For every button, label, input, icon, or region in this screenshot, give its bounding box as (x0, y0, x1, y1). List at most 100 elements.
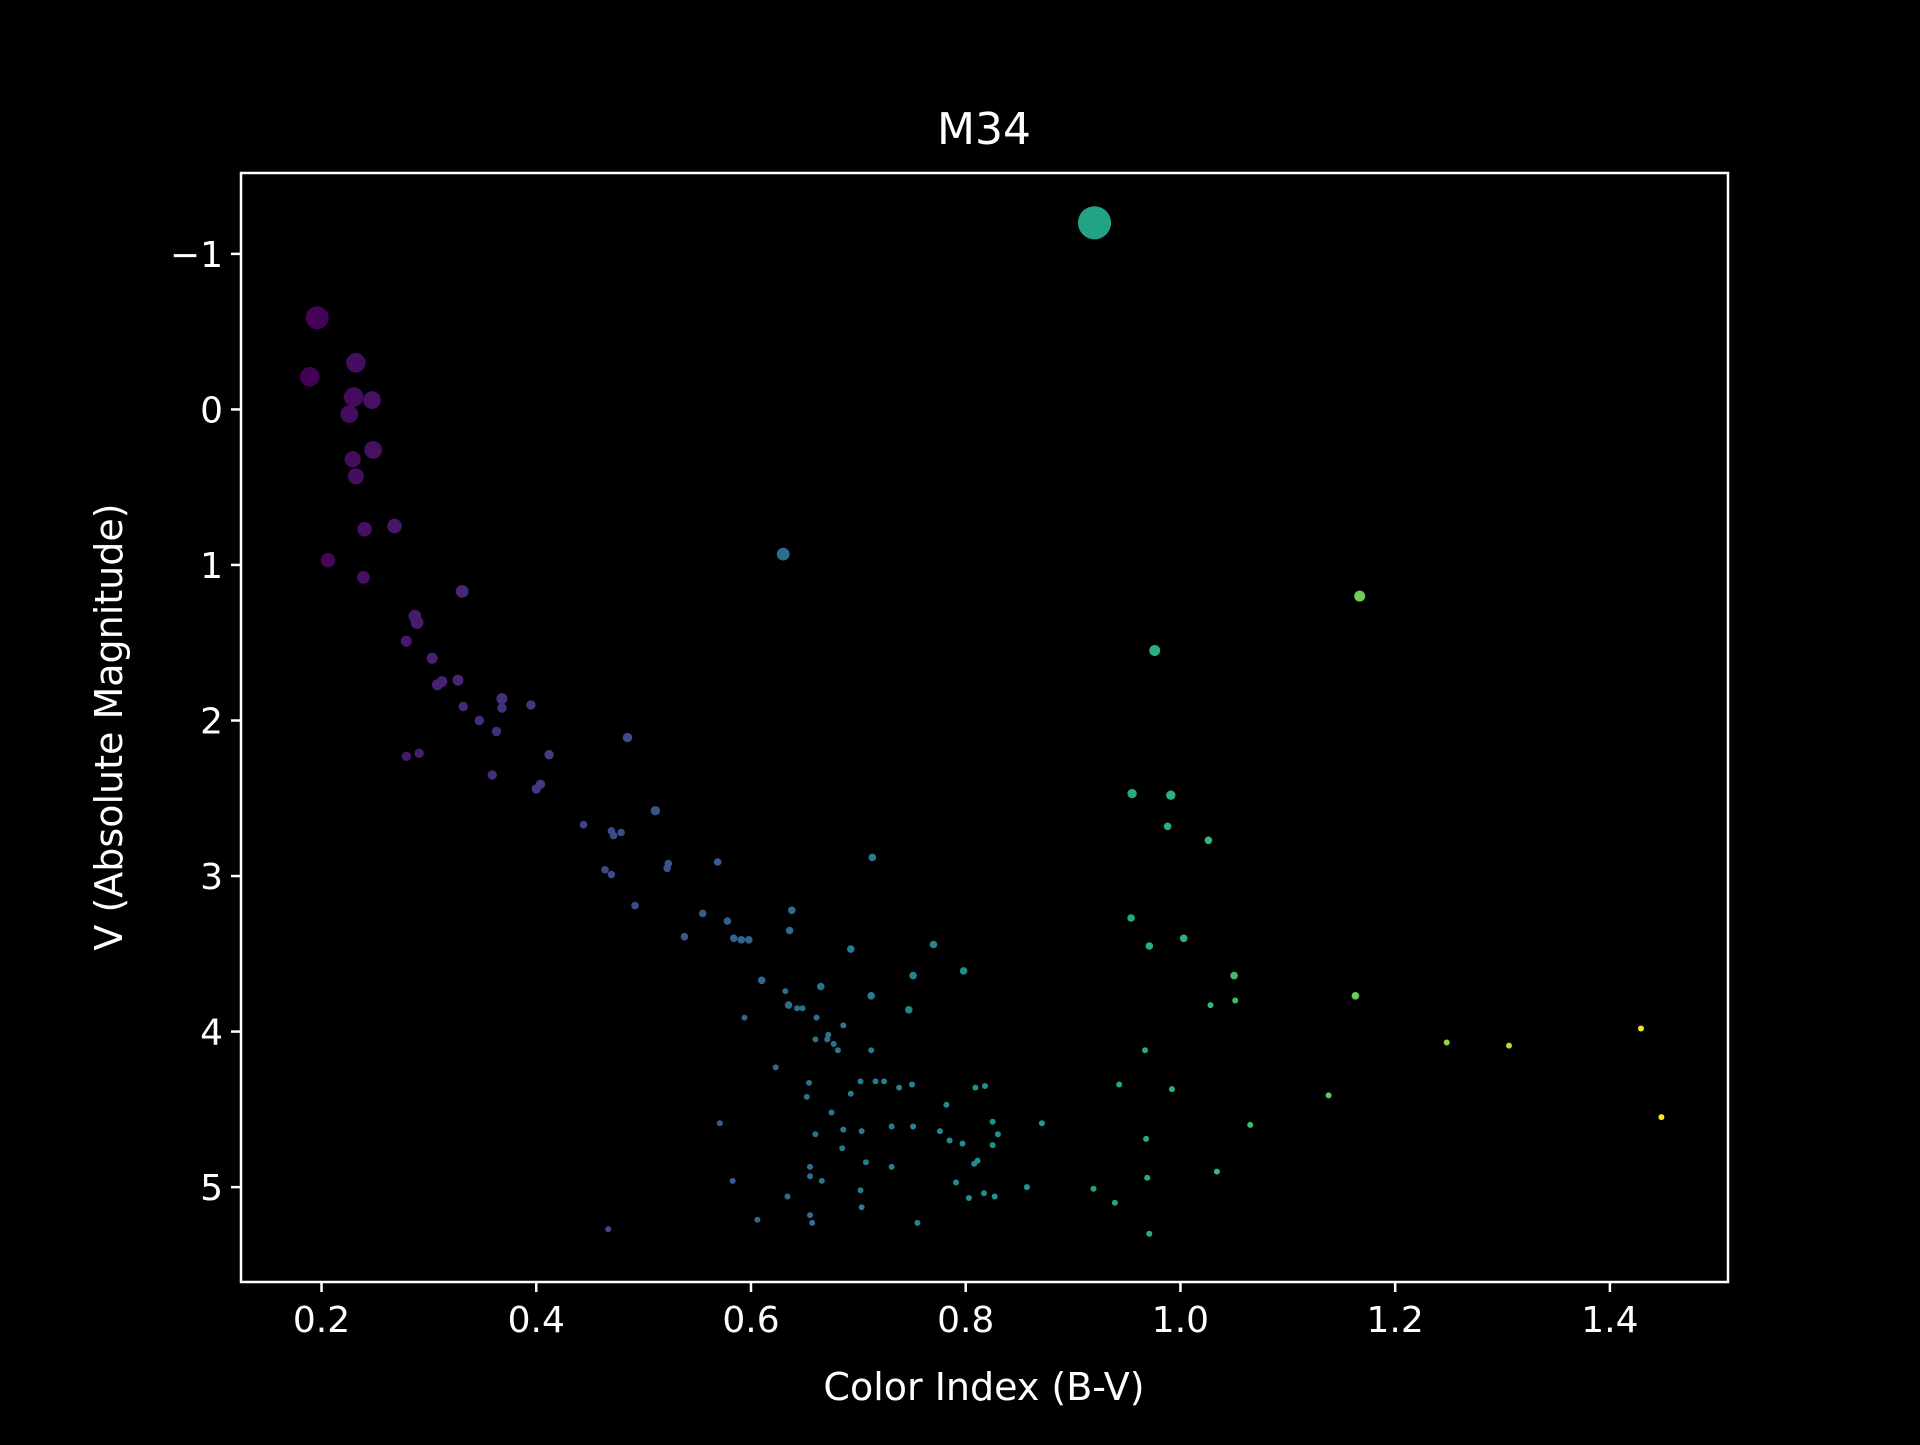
y-axis-label: V (Absolute Magnitude) (87, 503, 131, 950)
data-point (410, 616, 424, 629)
data-point (607, 870, 616, 879)
data-point (905, 1006, 913, 1014)
data-point (872, 1078, 879, 1085)
data-point (772, 1064, 779, 1071)
data-point (622, 732, 633, 743)
data-point (320, 553, 336, 568)
data-point (784, 1001, 793, 1009)
data-point (754, 1216, 761, 1223)
data-point (972, 1084, 979, 1091)
data-point (1077, 206, 1112, 240)
data-point (1213, 1168, 1220, 1175)
data-point (857, 1078, 864, 1085)
data-point (729, 1177, 736, 1184)
data-point (840, 1022, 847, 1029)
data-point (1149, 645, 1161, 656)
data-point (1116, 1081, 1123, 1088)
data-point (946, 1137, 953, 1144)
data-point (806, 1079, 812, 1086)
data-point (989, 1118, 996, 1125)
data-point (959, 1140, 966, 1147)
data-point (965, 1195, 972, 1201)
data-point (1144, 1174, 1151, 1181)
data-point (867, 992, 875, 1000)
data-point (1168, 1086, 1175, 1093)
data-point (609, 831, 618, 840)
x-axis-label: Color Index (B-V) (823, 1365, 1144, 1409)
data-point (943, 1101, 950, 1108)
data-point (847, 945, 855, 953)
data-point (914, 1219, 921, 1226)
data-point (868, 853, 877, 862)
data-point (881, 1078, 888, 1085)
data-point (812, 1131, 819, 1138)
data-point (953, 1179, 959, 1186)
data-point (809, 1219, 816, 1226)
data-point (991, 1193, 998, 1200)
data-point (868, 1047, 875, 1054)
data-point (601, 866, 609, 874)
data-point (1354, 590, 1366, 602)
data-point (1143, 1135, 1150, 1142)
data-point (698, 909, 707, 918)
data-point (401, 751, 411, 761)
data-point (455, 585, 469, 598)
data-point (1163, 822, 1172, 831)
data-point (1638, 1025, 1644, 1032)
data-point (305, 306, 329, 330)
data-point (830, 1041, 837, 1047)
data-point (909, 971, 917, 980)
data-point (474, 715, 484, 726)
data-point (723, 917, 732, 925)
data-point (1179, 934, 1188, 943)
data-point (1023, 1184, 1030, 1191)
data-point (1090, 1185, 1097, 1192)
data-point (491, 726, 502, 737)
data-point (858, 1204, 865, 1211)
data-point (1351, 992, 1360, 1000)
data-point (896, 1084, 903, 1091)
data-point (807, 1173, 813, 1180)
x-tick-label: 1.2 (1367, 1300, 1424, 1341)
data-point (1658, 1114, 1665, 1121)
data-point (807, 1212, 813, 1219)
data-point (357, 571, 370, 584)
data-point (981, 1190, 987, 1197)
data-point (909, 1081, 915, 1088)
y-tick-label: 4 (200, 1013, 223, 1054)
data-point (817, 982, 825, 991)
data-point (343, 387, 364, 407)
data-point (299, 367, 320, 387)
data-point (1232, 997, 1239, 1004)
data-point (680, 932, 689, 941)
y-axis: −1 0 1 2 3 4 5 (170, 235, 241, 1209)
data-point (840, 1126, 847, 1133)
data-point (452, 674, 464, 686)
data-point (813, 1014, 820, 1021)
x-tick-label: 0.8 (937, 1300, 994, 1341)
x-axis: 0.2 0.4 0.6 0.8 1.0 1.2 1.4 (293, 1282, 1639, 1341)
data-point (737, 936, 746, 944)
data-points (299, 206, 1665, 1237)
data-point (426, 652, 438, 664)
data-point (1127, 788, 1137, 799)
data-point (776, 547, 790, 561)
data-point (910, 1123, 917, 1130)
data-point (888, 1123, 895, 1130)
data-point (363, 391, 381, 409)
data-point (745, 936, 753, 944)
data-point (617, 828, 625, 837)
data-point (1146, 1230, 1153, 1237)
data-point (458, 701, 468, 712)
data-point (812, 1036, 819, 1043)
data-point (807, 1163, 813, 1170)
y-tick-label: 0 (200, 390, 223, 431)
data-point (344, 451, 361, 468)
x-tick-label: 1.4 (1581, 1300, 1638, 1341)
data-point (929, 940, 938, 949)
data-point (857, 1187, 864, 1194)
data-point (858, 1128, 865, 1135)
data-point (936, 1128, 943, 1135)
data-point (364, 441, 382, 459)
data-point (757, 976, 766, 985)
